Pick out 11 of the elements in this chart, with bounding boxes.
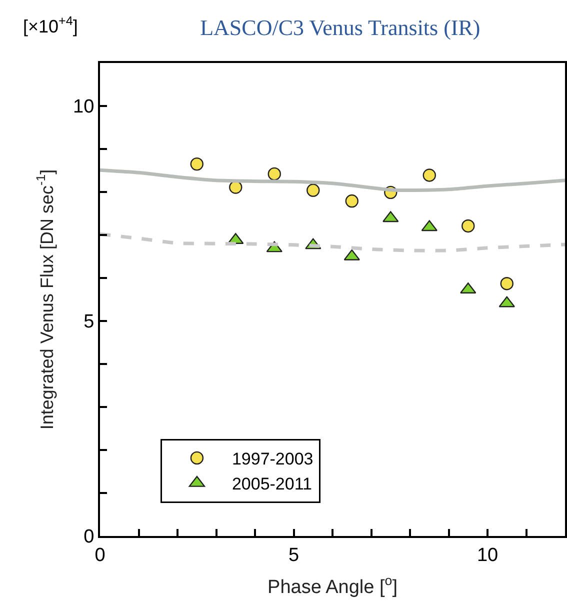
x-axis-title: Phase Angle [$^{o}$] (268, 573, 398, 598)
chart-title: LASCO/C3 Venus Transits (IR) (200, 15, 480, 40)
legend-label: 1997-2003 (232, 450, 314, 469)
text: [×10$^{+4}$] (23, 14, 78, 37)
y-tick-label: 10 (73, 96, 94, 118)
y-tick-label: 0 (84, 526, 94, 548)
x-tick-label: 10 (476, 544, 498, 566)
y-tick-label: 5 (84, 312, 94, 333)
line-series (100, 232, 565, 252)
x-tick-label: 5 (288, 544, 300, 566)
legend-label: 2005-2011 (232, 474, 312, 494)
